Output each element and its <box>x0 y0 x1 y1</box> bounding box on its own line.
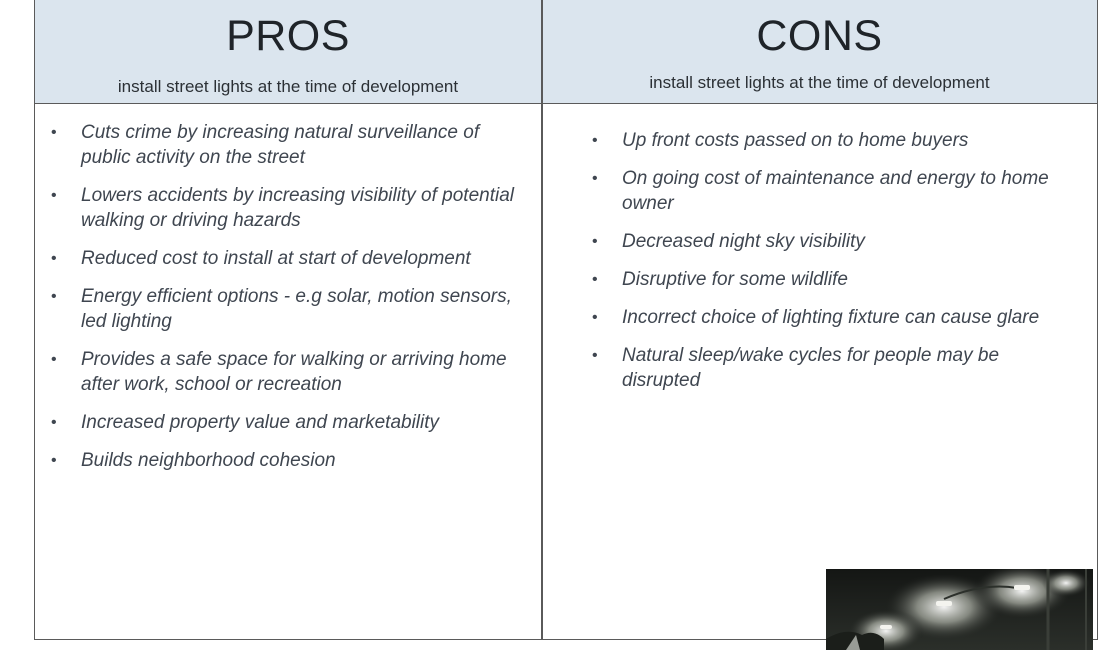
pros-list-item: Reduced cost to install at start of deve… <box>51 246 521 271</box>
column-divider <box>541 0 543 639</box>
cons-subtitle: install street lights at the time of dev… <box>649 73 990 92</box>
pros-body-cell: Cuts crime by increasing natural surveil… <box>35 104 541 486</box>
pros-list-item: Lowers accidents by increasing visibilit… <box>51 183 521 233</box>
cons-list-item: On going cost of maintenance and energy … <box>592 166 1052 216</box>
street-lights-night-photo <box>826 569 1093 650</box>
pros-list: Cuts crime by increasing natural surveil… <box>35 104 521 473</box>
street-lights-icon <box>826 569 1093 650</box>
pros-list-item: Provides a safe space for walking or arr… <box>51 347 521 397</box>
pros-cons-table: PROS install street lights at the time o… <box>34 0 1098 640</box>
cons-list-item: Disruptive for some wildlife <box>592 267 1052 292</box>
header-row: PROS install street lights at the time o… <box>35 0 1097 104</box>
pros-subtitle: install street lights at the time of dev… <box>117 77 459 96</box>
pros-list-item: Energy efficient options - e.g solar, mo… <box>51 284 521 334</box>
cons-list-item: Up front costs passed on to home buyers <box>592 128 1052 153</box>
cons-list-item: Natural sleep/wake cycles for people may… <box>592 343 1052 393</box>
pros-list-item: Cuts crime by increasing natural surveil… <box>51 120 521 170</box>
cons-body-cell: Up front costs passed on to home buyers … <box>542 104 1097 406</box>
cons-list-item: Incorrect choice of lighting fixture can… <box>592 305 1052 330</box>
cons-title: CONS <box>756 12 883 60</box>
pros-list-item: Increased property value and marketabili… <box>51 410 521 435</box>
pros-title: PROS <box>226 12 350 60</box>
cons-header-cell: CONS install street lights at the time o… <box>542 0 1097 104</box>
pros-list-item: Builds neighborhood cohesion <box>51 448 521 473</box>
cons-list-item: Decreased night sky visibility <box>592 229 1052 254</box>
pros-header-cell: PROS install street lights at the time o… <box>35 0 541 104</box>
cons-list: Up front costs passed on to home buyers … <box>542 104 1052 393</box>
